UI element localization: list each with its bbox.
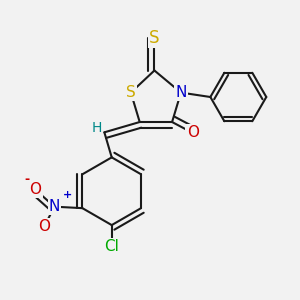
Text: N: N (49, 199, 60, 214)
Text: +: + (63, 190, 72, 200)
Text: S: S (126, 85, 136, 100)
Text: -: - (24, 173, 29, 186)
Text: S: S (149, 29, 160, 47)
Text: O: O (38, 219, 50, 234)
Text: O: O (29, 182, 41, 197)
Text: H: H (92, 121, 102, 135)
Text: Cl: Cl (104, 239, 119, 254)
Text: O: O (187, 125, 199, 140)
Text: N: N (175, 85, 187, 100)
